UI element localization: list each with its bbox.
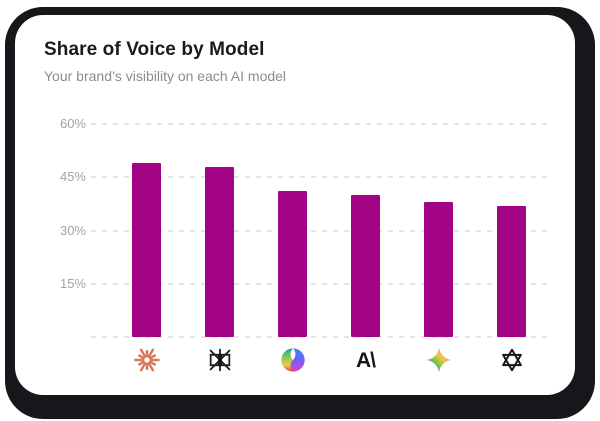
bar-slot-perplexity bbox=[183, 124, 256, 337]
bar-copilot[interactable] bbox=[278, 191, 307, 337]
card-subtitle: Your brand’s visibility on each AI model bbox=[44, 68, 287, 84]
y-tick-label-30: 30% bbox=[59, 222, 86, 238]
x-axis-item-anthropic: A\ bbox=[329, 344, 402, 376]
x-axis-item-chatgpt bbox=[475, 344, 548, 376]
x-axis-item-perplexity bbox=[183, 344, 256, 376]
bar-claude[interactable] bbox=[132, 163, 161, 337]
y-axis-tick-labels: 60% 45% 30% 15% bbox=[15, 116, 86, 337]
bar-anthropic[interactable] bbox=[351, 195, 380, 337]
copilot-icon bbox=[279, 346, 307, 374]
openai-icon bbox=[498, 346, 526, 374]
bar-slot-anthropic bbox=[329, 124, 402, 337]
x-axis-item-gemini bbox=[402, 344, 475, 376]
y-tick-label-15: 15% bbox=[59, 275, 86, 291]
gridline-45 bbox=[91, 176, 549, 179]
x-axis-item-claude bbox=[110, 344, 183, 376]
anthropic-icon: A\ bbox=[352, 346, 380, 374]
bar-slot-chatgpt bbox=[475, 124, 548, 337]
gridline-30 bbox=[91, 229, 549, 232]
perplexity-icon bbox=[206, 346, 234, 374]
x-axis-item-copilot bbox=[256, 344, 329, 376]
y-tick-label-60: 60% bbox=[59, 116, 86, 131]
x-axis-icons-row: A\ bbox=[91, 344, 549, 376]
bar-gemini[interactable] bbox=[424, 202, 453, 337]
bar-slot-claude bbox=[110, 124, 183, 337]
bar-perplexity[interactable] bbox=[205, 166, 234, 337]
bar-chatgpt[interactable] bbox=[497, 205, 526, 337]
plot-area bbox=[91, 123, 549, 338]
bar-slot-gemini bbox=[402, 124, 475, 337]
y-tick-label-45: 45% bbox=[59, 169, 86, 185]
bar-slot-copilot bbox=[256, 124, 329, 337]
card-title: Share of Voice by Model bbox=[44, 39, 265, 60]
gemini-icon bbox=[425, 346, 453, 374]
gridline-15 bbox=[91, 282, 549, 285]
claude-icon bbox=[133, 346, 161, 374]
anthropic-glyph: A\ bbox=[356, 348, 376, 372]
gridline-0 bbox=[91, 336, 549, 338]
bars-row bbox=[91, 124, 549, 337]
share-of-voice-card: Share of Voice by Model Your brand’s vis… bbox=[15, 15, 575, 395]
gridline-60 bbox=[91, 123, 549, 125]
